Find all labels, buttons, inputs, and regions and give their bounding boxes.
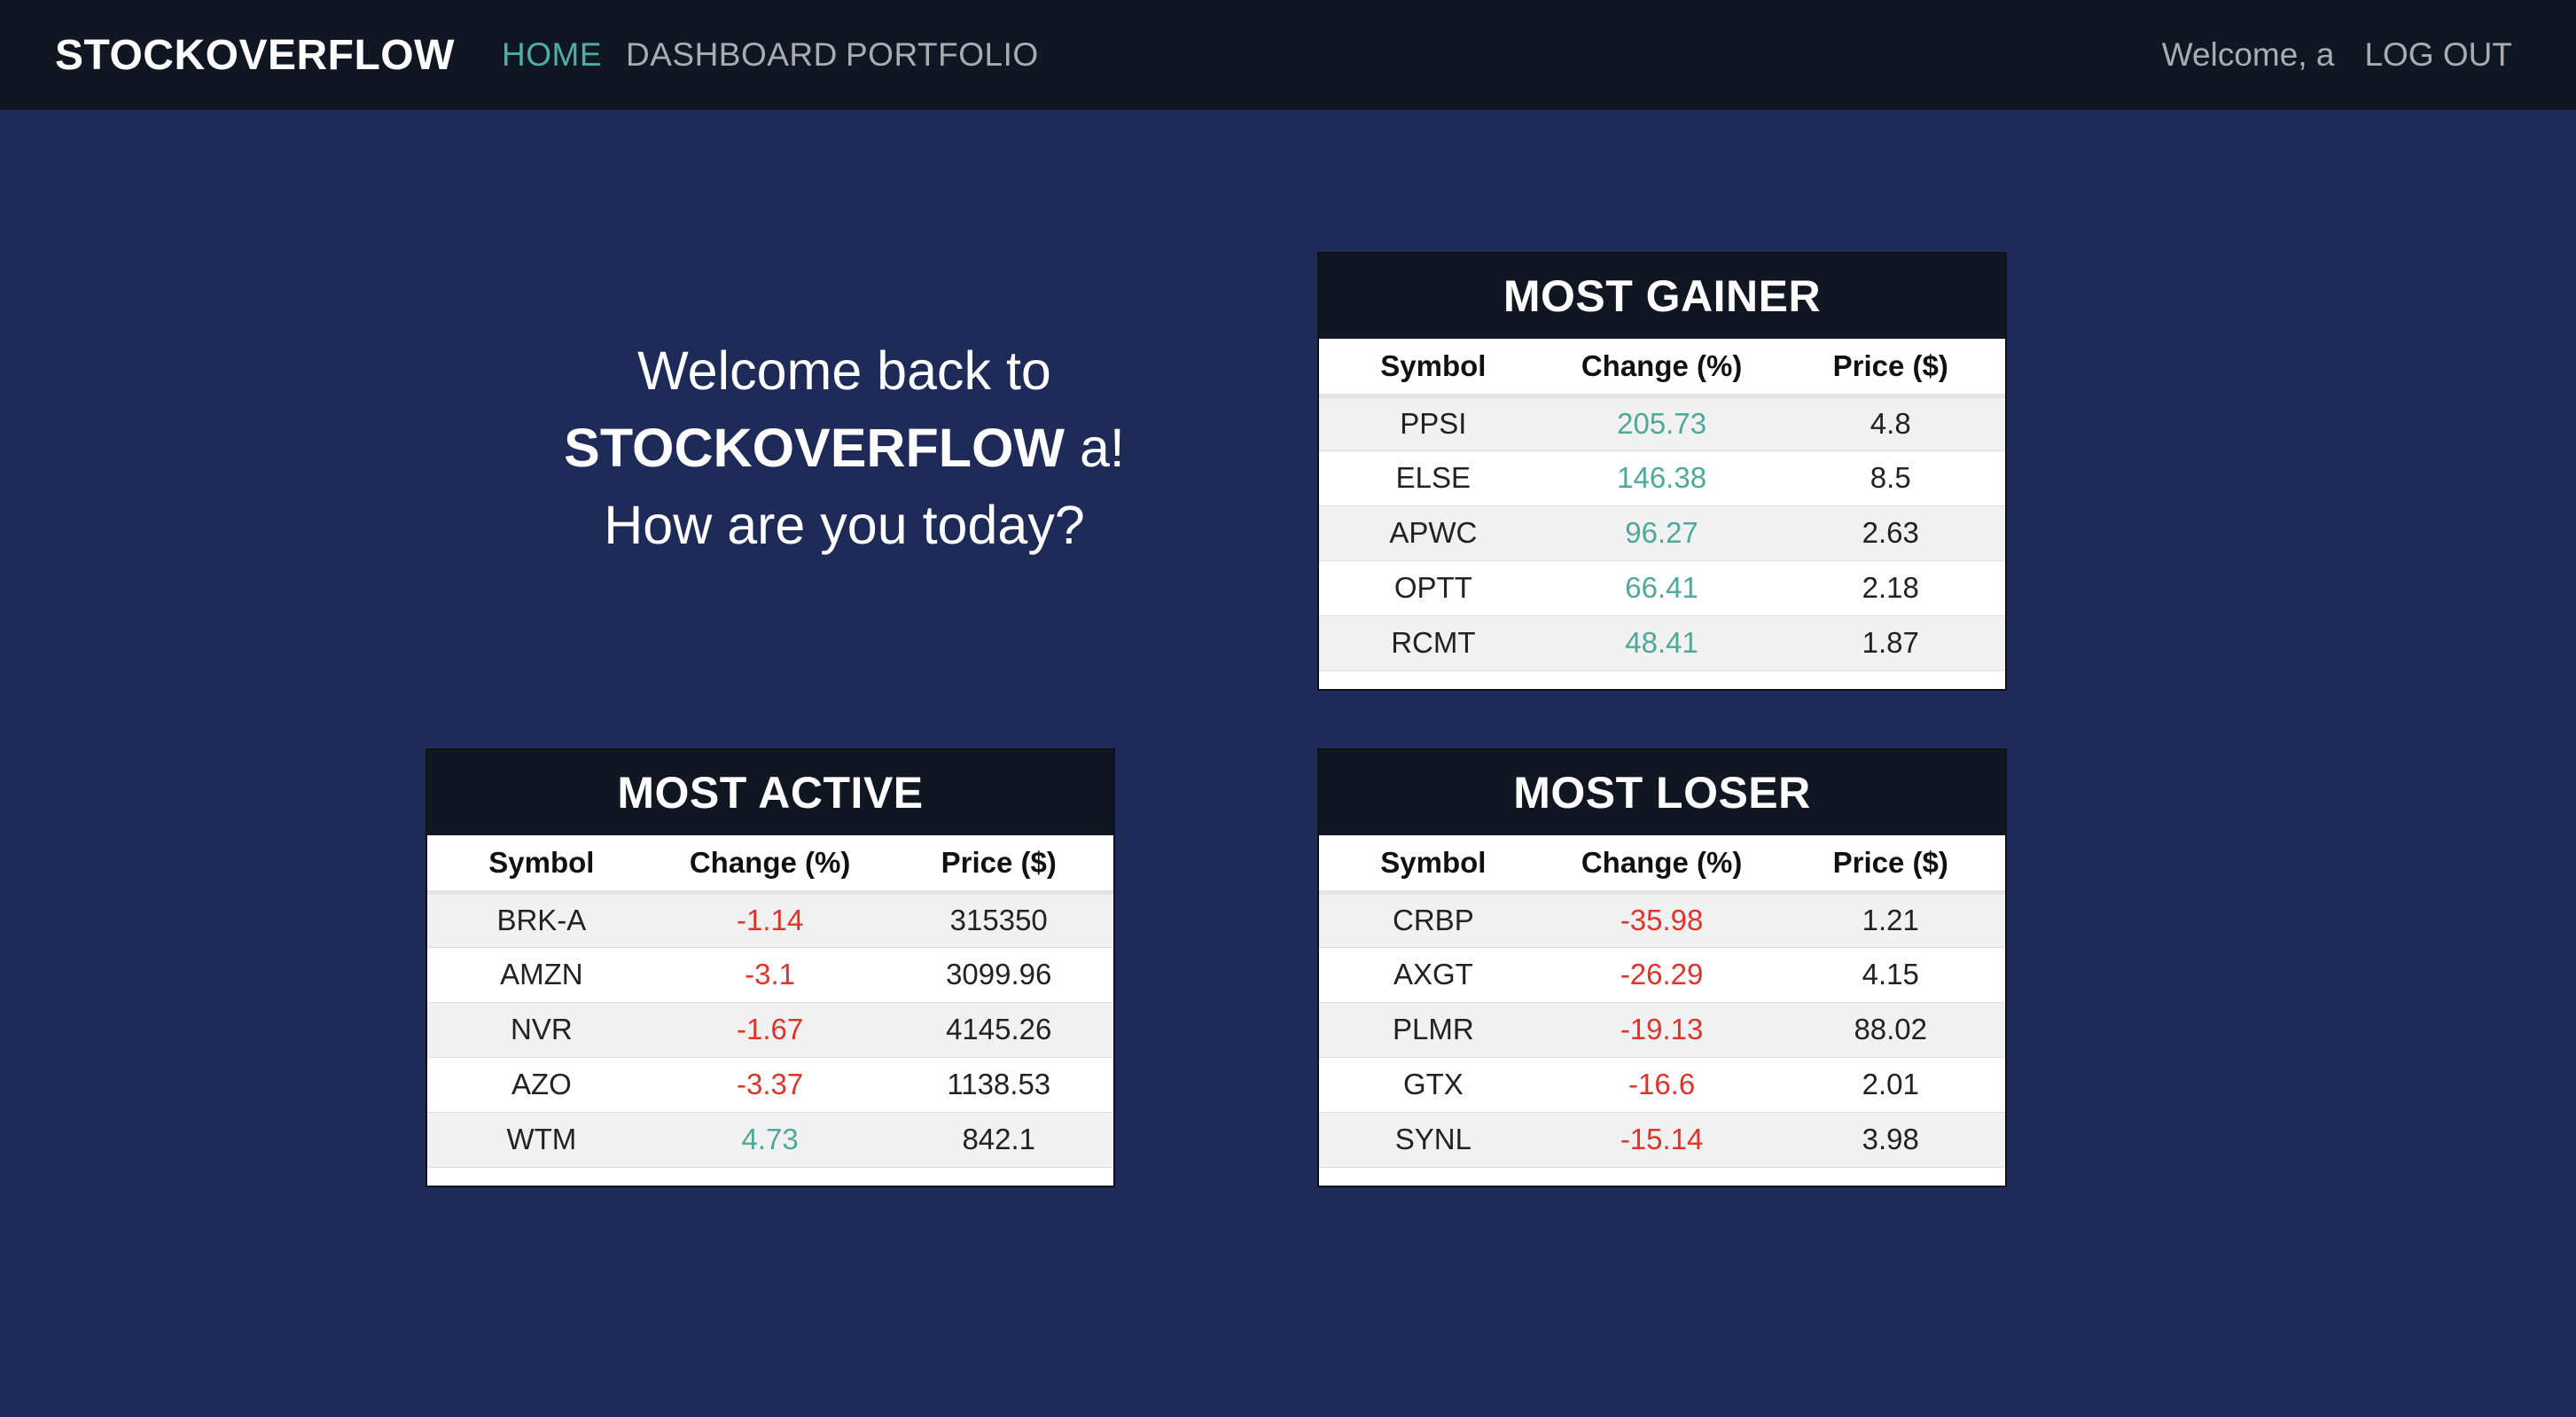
table-header-row: Symbol Change (%) Price ($) [1319, 835, 2005, 895]
table-row[interactable]: NVR -1.67 4145.26 [427, 1002, 1113, 1058]
price-cell: 315350 [884, 892, 1113, 948]
table-row[interactable]: AMZN -3.1 3099.96 [427, 947, 1113, 1003]
price-cell: 4.15 [1776, 947, 2005, 1003]
symbol-cell: CRBP [1319, 892, 1548, 948]
symbol-cell: NVR [427, 1002, 656, 1058]
symbol-cell: BRK-A [427, 892, 656, 948]
change-cell: -16.6 [1547, 1057, 1776, 1113]
change-cell: 66.41 [1547, 560, 1776, 616]
price-cell: 1138.53 [884, 1057, 1113, 1113]
table-row[interactable]: APWC 96.27 2.63 [1319, 505, 2005, 561]
table-row[interactable]: RCMT 48.41 1.87 [1319, 615, 2005, 671]
table-row[interactable]: AXGT -26.29 4.15 [1319, 947, 2005, 1003]
most-gainer-table: Symbol Change (%) Price ($) PPSI 205.73 … [1319, 339, 2005, 671]
column-header-price: Price ($) [1776, 339, 2005, 398]
table-row[interactable]: AZO -3.37 1138.53 [427, 1057, 1113, 1113]
most-active-table: Symbol Change (%) Price ($) BRK-A -1.14 … [427, 835, 1113, 1168]
column-header-price: Price ($) [884, 835, 1113, 895]
column-header-change: Change (%) [1547, 835, 1776, 895]
table-row[interactable]: OPTT 66.41 2.18 [1319, 560, 2005, 616]
most-active-card: MOST ACTIVE Symbol Change (%) Price ($) … [425, 748, 1115, 1187]
change-cell: -15.14 [1547, 1112, 1776, 1168]
symbol-cell: OPTT [1319, 560, 1548, 616]
price-cell: 1.87 [1776, 615, 2005, 671]
nav-dashboard-link[interactable]: DASHBOARD [626, 36, 838, 73]
brand-logo[interactable]: STOCKOVERFLOW [55, 31, 455, 79]
most-loser-table: Symbol Change (%) Price ($) CRBP -35.98 … [1319, 835, 2005, 1168]
price-cell: 4.8 [1776, 395, 2005, 451]
change-cell: 96.27 [1547, 505, 1776, 561]
table-row[interactable]: CRBP -35.98 1.21 [1319, 892, 2005, 948]
price-cell: 3099.96 [884, 947, 1113, 1003]
symbol-cell: PLMR [1319, 1002, 1548, 1058]
symbol-cell: ELSE [1319, 450, 1548, 506]
price-cell: 4145.26 [884, 1002, 1113, 1058]
change-cell: -3.1 [655, 947, 885, 1003]
logout-link[interactable]: LOG OUT [2364, 36, 2512, 73]
most-loser-card: MOST LOSER Symbol Change (%) Price ($) C… [1317, 748, 2007, 1187]
price-cell: 1.21 [1776, 892, 2005, 948]
price-cell: 88.02 [1776, 1002, 2005, 1058]
column-header-change: Change (%) [1547, 339, 1776, 398]
welcome-line-1: Welcome back to [637, 341, 1051, 401]
welcome-brand: STOCKOVERFLOW [564, 418, 1065, 478]
welcome-line-3: How are you today? [604, 495, 1085, 555]
symbol-cell: AXGT [1319, 947, 1548, 1003]
column-header-symbol: Symbol [427, 835, 656, 895]
nav-home-link[interactable]: HOME [502, 36, 602, 73]
welcome-user-text: Welcome, a [2161, 36, 2335, 73]
change-cell: -26.29 [1547, 947, 1776, 1003]
table-row[interactable]: PLMR -19.13 88.02 [1319, 1002, 2005, 1058]
symbol-cell: GTX [1319, 1057, 1548, 1113]
most-gainer-card: MOST GAINER Symbol Change (%) Price ($) … [1317, 252, 2007, 691]
change-cell: -3.37 [655, 1057, 885, 1113]
symbol-cell: AZO [427, 1057, 656, 1113]
change-cell: -19.13 [1547, 1002, 1776, 1058]
table-row[interactable]: PPSI 205.73 4.8 [1319, 395, 2005, 451]
nav-portfolio-link[interactable]: PORTFOLIO [846, 36, 1039, 73]
welcome-message: Welcome back to STOCKOVERFLOW a! How are… [532, 333, 1157, 564]
symbol-cell: APWC [1319, 505, 1548, 561]
table-row[interactable]: BRK-A -1.14 315350 [427, 892, 1113, 948]
table-row[interactable]: GTX -16.6 2.01 [1319, 1057, 2005, 1113]
change-cell: -1.67 [655, 1002, 885, 1058]
price-cell: 3.98 [1776, 1112, 2005, 1168]
most-active-title: MOST ACTIVE [427, 750, 1113, 835]
symbol-cell: PPSI [1319, 395, 1548, 451]
table-row[interactable]: SYNL -15.14 3.98 [1319, 1112, 2005, 1168]
symbol-cell: WTM [427, 1112, 656, 1168]
change-cell: 4.73 [655, 1112, 885, 1168]
welcome-line-2: STOCKOVERFLOW a! [532, 410, 1157, 487]
most-loser-title: MOST LOSER [1319, 750, 2005, 835]
price-cell: 842.1 [884, 1112, 1113, 1168]
change-cell: -1.14 [655, 892, 885, 948]
price-cell: 2.18 [1776, 560, 2005, 616]
price-cell: 2.01 [1776, 1057, 2005, 1113]
column-header-symbol: Symbol [1319, 835, 1548, 895]
symbol-cell: AMZN [427, 947, 656, 1003]
column-header-price: Price ($) [1776, 835, 2005, 895]
nav-user-area: Welcome, a LOG OUT [2162, 0, 2512, 110]
change-cell: -35.98 [1547, 892, 1776, 948]
table-header-row: Symbol Change (%) Price ($) [427, 835, 1113, 895]
price-cell: 8.5 [1776, 450, 2005, 506]
symbol-cell: SYNL [1319, 1112, 1548, 1168]
table-row[interactable]: WTM 4.73 842.1 [427, 1112, 1113, 1168]
change-cell: 48.41 [1547, 615, 1776, 671]
price-cell: 2.63 [1776, 505, 2005, 561]
navbar: STOCKOVERFLOW HOME DASHBOARD PORTFOLIO W… [0, 0, 2576, 110]
table-row[interactable]: ELSE 146.38 8.5 [1319, 450, 2005, 506]
column-header-change: Change (%) [655, 835, 885, 895]
column-header-symbol: Symbol [1319, 339, 1548, 398]
change-cell: 146.38 [1547, 450, 1776, 506]
change-cell: 205.73 [1547, 395, 1776, 451]
welcome-user: a! [1065, 418, 1125, 478]
symbol-cell: RCMT [1319, 615, 1548, 671]
most-gainer-title: MOST GAINER [1319, 254, 2005, 339]
table-header-row: Symbol Change (%) Price ($) [1319, 339, 2005, 398]
